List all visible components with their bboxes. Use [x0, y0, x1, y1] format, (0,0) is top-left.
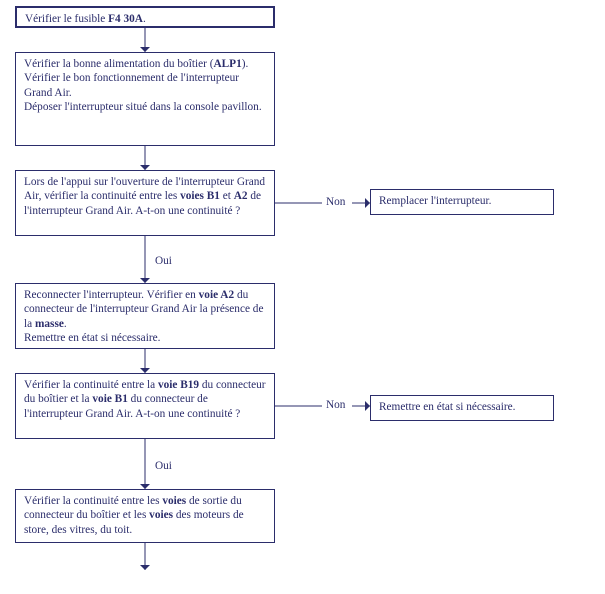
flow-node-r5: Remettre en état si nécessaire. [370, 395, 554, 421]
edge-label-yes-2: Oui [155, 255, 172, 267]
edge-label-yes-5: Oui [155, 460, 172, 472]
edge-label-no-6: Non [326, 399, 345, 411]
flow-node-n4: Reconnecter l'interrupteur. Vérifier en … [15, 283, 275, 349]
flow-node-n3: Lors de l'appui sur l'ouverture de l'int… [15, 170, 275, 236]
flow-node-n5: Vérifier la continuité entre la voie B19… [15, 373, 275, 439]
flow-node-r3: Remplacer l'interrupteur. [370, 189, 554, 215]
flow-node-n6: Vérifier la continuité entre les voies d… [15, 489, 275, 543]
edge-label-no-3: Non [326, 196, 345, 208]
flow-node-n2: Vérifier la bonne alimentation du boîtie… [15, 52, 275, 146]
flow-node-n1: Vérifier le fusible F4 30A. [15, 6, 275, 28]
